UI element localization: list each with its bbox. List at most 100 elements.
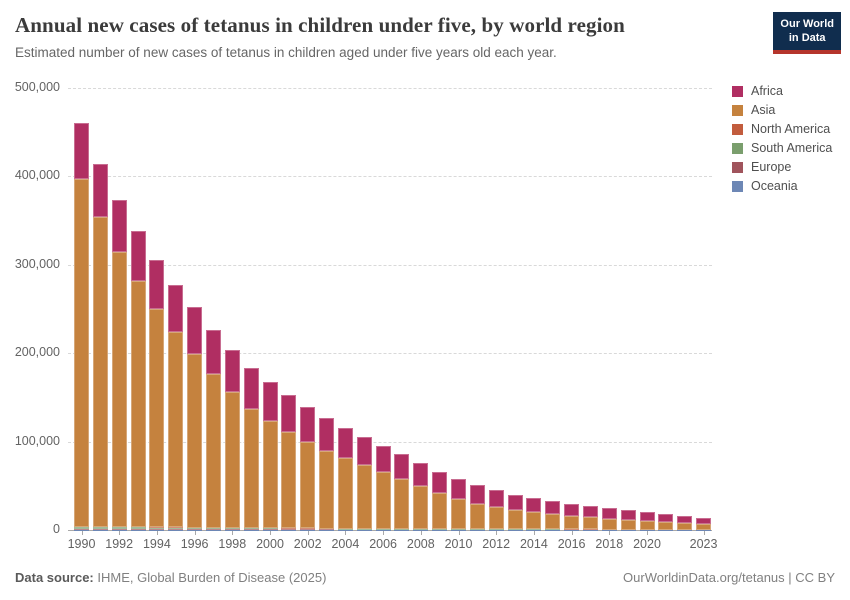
bar-2003[interactable] <box>319 417 335 530</box>
x-tick <box>533 531 535 535</box>
bar-2023[interactable] <box>696 518 712 530</box>
bar-2022[interactable] <box>677 516 693 530</box>
footer-license-link[interactable]: CC BY <box>795 570 835 585</box>
x-tick <box>383 531 385 535</box>
footer-links: OurWorldinData.org/tetanus | CC BY <box>623 570 835 585</box>
bar-2008[interactable] <box>413 463 429 530</box>
bar-2011[interactable] <box>469 485 485 530</box>
bar-segment-asia <box>224 391 240 528</box>
footer-source-label: Data source: <box>15 570 94 585</box>
bar-1997[interactable] <box>205 330 221 530</box>
legend-item-north-america[interactable]: North America <box>732 122 832 136</box>
bar-segment-asia <box>526 512 542 530</box>
bar-2013[interactable] <box>507 494 523 530</box>
bar-segment-africa <box>677 516 693 524</box>
bar-segment-asia <box>394 478 410 529</box>
bar-segment-asia <box>337 457 353 529</box>
bar-segment-africa <box>507 494 523 510</box>
gridline <box>68 88 712 89</box>
bar-2005[interactable] <box>356 436 372 530</box>
legend-label: Oceania <box>751 179 798 193</box>
x-tick <box>609 531 611 535</box>
legend-item-asia[interactable]: Asia <box>732 103 832 117</box>
bar-segment-europe <box>92 529 108 530</box>
bar-2006[interactable] <box>375 445 391 530</box>
x-tick-label-2020: 2020 <box>633 537 661 551</box>
bar-1996[interactable] <box>187 307 203 530</box>
y-tick-label: 0 <box>53 522 60 536</box>
bar-segment-africa <box>601 508 617 519</box>
bar-2020[interactable] <box>639 512 655 530</box>
bar-2009[interactable] <box>432 471 448 530</box>
bar-1993[interactable] <box>130 231 146 530</box>
bar-segment-africa <box>319 417 335 451</box>
bar-segment-asia <box>243 408 259 529</box>
bar-segment-africa <box>130 231 146 282</box>
x-axis-line <box>68 530 712 531</box>
bar-segment-asia <box>413 486 429 529</box>
footer-separator: | <box>784 570 796 585</box>
bar-2002[interactable] <box>300 406 316 530</box>
bar-1998[interactable] <box>224 349 240 530</box>
bar-segment-africa <box>300 406 316 443</box>
bar-2018[interactable] <box>601 508 617 530</box>
bar-segment-africa <box>620 510 636 520</box>
bar-1999[interactable] <box>243 368 259 530</box>
bar-2019[interactable] <box>620 510 636 530</box>
plot-area <box>68 88 712 531</box>
gridline <box>68 264 712 266</box>
legend-item-africa[interactable]: Africa <box>732 84 832 98</box>
owid-logo[interactable]: Our World in Data <box>773 12 841 54</box>
legend-item-europe[interactable]: Europe <box>732 160 832 174</box>
bar-segment-africa <box>337 427 353 458</box>
legend: Africa Asia North America South America Euro… <box>732 84 832 198</box>
x-tick-label-1998: 1998 <box>218 537 247 551</box>
bar-2016[interactable] <box>564 504 580 530</box>
bar-segment-south-america <box>281 528 297 530</box>
x-tick <box>81 531 83 535</box>
x-tick <box>119 531 121 535</box>
bar-segment-africa <box>187 307 203 354</box>
bar-2010[interactable] <box>451 478 466 530</box>
bar-segment-south-america <box>168 527 184 530</box>
bar-2012[interactable] <box>488 490 504 530</box>
x-tick-label-2016: 2016 <box>557 537 586 551</box>
x-tick <box>156 531 158 535</box>
bar-segment-asia <box>639 521 655 530</box>
footer-site-link[interactable]: OurWorldinData.org/tetanus <box>623 570 785 585</box>
x-tick-label-1992: 1992 <box>105 537 134 551</box>
bar-2001[interactable] <box>281 394 297 530</box>
bar-2015[interactable] <box>545 501 561 530</box>
x-tick-label-1996: 1996 <box>180 537 209 551</box>
bar-segment-asia <box>620 519 636 530</box>
bar-2004[interactable] <box>337 427 353 530</box>
bar-segment-asia <box>262 421 278 529</box>
bar-2000[interactable] <box>262 382 278 530</box>
bar-1994[interactable] <box>149 260 165 530</box>
x-tick-label-2002: 2002 <box>293 537 322 551</box>
owid-logo-line1: Our World <box>780 18 834 30</box>
bar-segment-asia <box>469 503 485 530</box>
bar-1995[interactable] <box>168 285 184 530</box>
bar-segment-africa <box>413 463 429 487</box>
bar-segment-south-america <box>187 527 203 530</box>
bar-2021[interactable] <box>658 514 674 530</box>
legend-item-south-america[interactable]: South America <box>732 141 832 155</box>
bar-1992[interactable] <box>111 200 127 530</box>
bar-segment-africa <box>375 445 391 473</box>
bar-segment-asia <box>149 308 165 528</box>
bar-2014[interactable] <box>526 498 542 530</box>
bar-segment-south-america <box>413 529 429 530</box>
bar-segment-south-america <box>92 527 108 529</box>
bar-1990[interactable] <box>74 123 89 530</box>
bar-2017[interactable] <box>582 506 598 530</box>
bar-1991[interactable] <box>92 164 108 530</box>
x-tick <box>345 531 347 535</box>
bar-2007[interactable] <box>394 454 410 530</box>
bar-segment-south-america <box>319 528 335 530</box>
bar-segment-south-america <box>432 529 448 530</box>
legend-item-oceania[interactable]: Oceania <box>732 179 832 193</box>
bar-segment-africa <box>564 504 580 517</box>
x-tick-label-2023: 2023 <box>689 537 718 551</box>
